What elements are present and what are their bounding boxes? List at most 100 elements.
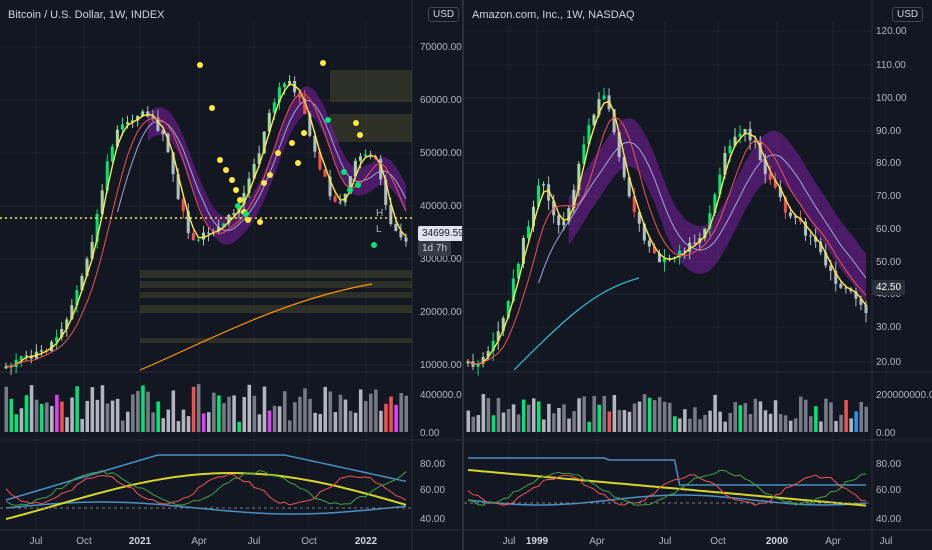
volume-bar — [657, 397, 662, 432]
volume-bar — [511, 404, 516, 432]
price-axis-label: 70.00 — [876, 191, 901, 202]
candle-body — [824, 252, 828, 266]
oscillator-signal-line — [467, 469, 867, 507]
panel-divider[interactable] — [462, 0, 464, 550]
candle-body — [839, 283, 843, 288]
price-axis-label: 60000.00 — [420, 95, 462, 106]
candle-body — [389, 204, 393, 224]
amazon-chart-canvas[interactable]: 120.00 110.00 100.00 90.00 80.00 70.00 60.00 50… — [464, 0, 932, 550]
volume-bar — [29, 385, 34, 432]
signal-dot — [275, 150, 281, 156]
signal-dot — [235, 203, 241, 209]
candle-body — [288, 81, 292, 84]
time-axis-label: Jul — [503, 536, 516, 547]
volume-bar — [171, 390, 176, 432]
volume-bar — [257, 414, 262, 432]
candle-body — [186, 211, 190, 234]
supply-demand-zone — [140, 281, 412, 288]
volume-bar — [567, 418, 571, 432]
volume-bar — [572, 411, 576, 432]
candle-body — [323, 169, 327, 177]
price-axis-label: 100.00 — [876, 93, 907, 104]
volume-bar — [212, 392, 216, 432]
volume-bar — [496, 397, 501, 432]
volume-bar — [404, 395, 409, 432]
volume-bar — [298, 396, 302, 432]
candle-body — [85, 258, 89, 277]
volume-bar — [834, 420, 838, 432]
volume-bar — [95, 399, 100, 432]
volume-bar — [783, 415, 788, 432]
price-axis-label: 20.00 — [876, 357, 901, 368]
volume-bar — [652, 400, 657, 432]
volume-bar — [844, 400, 848, 432]
price-axis-label: 10000.00 — [420, 360, 462, 371]
oscillator-signal-line — [5, 472, 407, 520]
volume-bar — [703, 414, 707, 432]
volume-bar — [708, 410, 712, 432]
candle-body — [481, 357, 485, 364]
volume-bar — [542, 419, 546, 432]
low-marker-label: L — [376, 224, 382, 235]
candle-body — [819, 241, 823, 253]
price-axis-label: 110.00 — [876, 60, 906, 71]
signal-dot — [233, 187, 239, 193]
volume-bar — [4, 386, 9, 432]
candle-body — [537, 185, 541, 207]
candle-body — [136, 115, 140, 121]
volume-bar — [768, 413, 773, 432]
volume-bar — [100, 385, 105, 432]
volume-bar — [778, 413, 783, 432]
bitcoin-currency-badge[interactable]: USD — [428, 7, 460, 22]
signal-dot — [325, 117, 331, 123]
candle-body — [617, 132, 621, 157]
volume-bar — [70, 397, 74, 432]
price-axis-label: 60.00 — [876, 224, 901, 235]
volume-bar — [839, 414, 843, 432]
candle-body — [602, 95, 606, 100]
volume-bar — [627, 411, 632, 432]
candle-body — [693, 242, 697, 244]
volume-bar — [90, 387, 95, 432]
volume-bar — [481, 394, 486, 432]
price-axis-label: 50.00 — [876, 257, 901, 268]
supply-demand-zone — [140, 270, 412, 278]
supply-demand-zone — [140, 305, 412, 313]
volume-bar — [501, 412, 506, 432]
volume-bar — [384, 403, 388, 432]
candle-body — [804, 221, 808, 236]
volume-bar — [698, 419, 702, 432]
volume-bar — [156, 401, 160, 432]
candle-body — [60, 328, 64, 338]
candle-body — [814, 236, 818, 242]
candle-body — [95, 214, 99, 242]
candle-body — [399, 231, 403, 238]
candle-body — [333, 196, 337, 202]
volume-bar — [120, 420, 125, 432]
candle-body — [176, 174, 180, 200]
candle-body — [115, 129, 119, 147]
candle-body — [90, 241, 94, 259]
volume-bar — [471, 416, 476, 432]
candle-body — [567, 208, 571, 222]
volume-bar — [247, 384, 252, 432]
candle-body — [678, 250, 682, 258]
signal-dot — [355, 182, 361, 188]
amazon-chart-panel[interactable]: 120.00 110.00 100.00 90.00 80.00 70.00 60.00 50… — [464, 0, 932, 550]
amazon-currency-badge[interactable]: USD — [892, 7, 924, 22]
bitcoin-chart-panel[interactable]: 70000.00 60000.00 50000.00 40000.00 30000.00… — [0, 0, 462, 550]
volume-bar — [338, 394, 343, 432]
signal-dot — [243, 211, 249, 217]
volume-bar — [9, 398, 14, 432]
signal-dot — [289, 140, 295, 146]
candle-body — [125, 122, 130, 125]
candle-body — [829, 265, 833, 271]
volume-bar — [105, 403, 110, 432]
volume-bar — [602, 395, 607, 432]
volume-bar — [738, 405, 743, 432]
candle-body — [191, 233, 195, 241]
candle-body — [612, 109, 616, 133]
oscillator-axis-label: 60.00 — [420, 485, 445, 496]
bitcoin-chart-canvas[interactable]: 70000.00 60000.00 50000.00 40000.00 30000.00… — [0, 0, 462, 550]
volume-bar — [728, 412, 732, 432]
